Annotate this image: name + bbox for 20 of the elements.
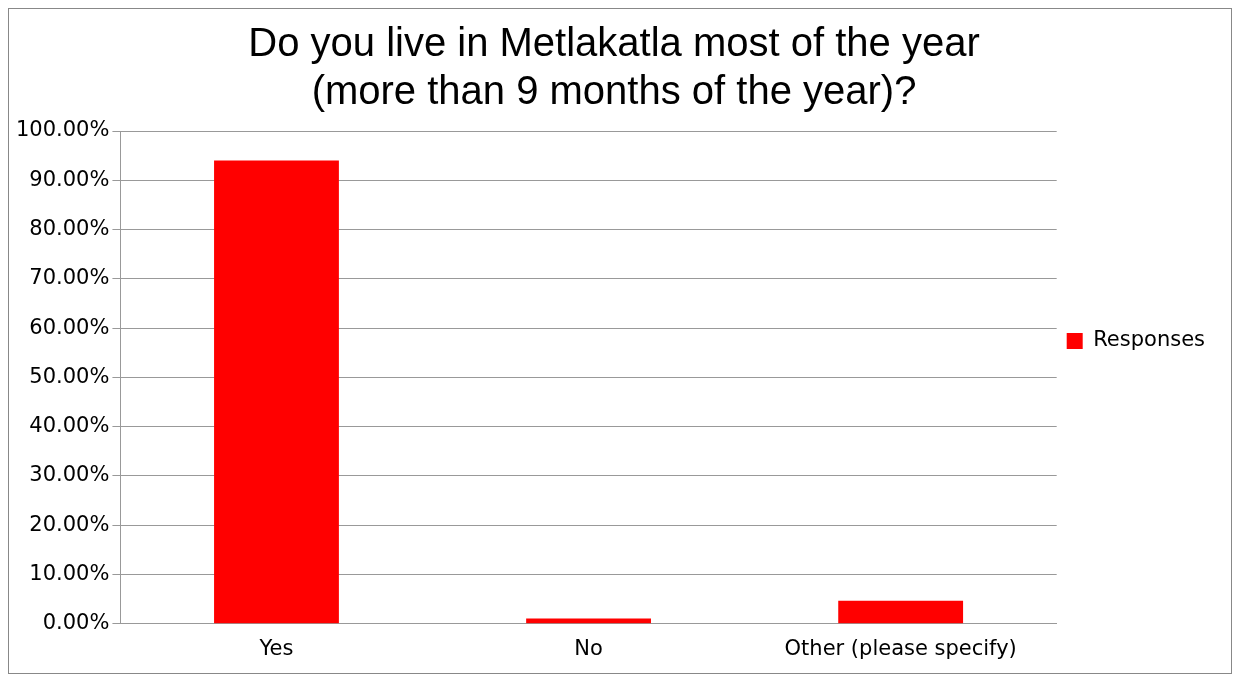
y-tick-label: 70.00%	[29, 265, 110, 290]
text: Do you live in Metlakatla most of the year	[248, 20, 980, 65]
text: (more than 9 months of the year)?	[311, 68, 917, 113]
bar	[526, 618, 651, 624]
y-tick-label: 10.00%	[29, 560, 110, 585]
x-tick-label: Other (please specify)	[784, 635, 1017, 660]
y-tick-label: 90.00%	[29, 166, 110, 191]
y-tick-label: 80.00%	[29, 216, 110, 241]
y-tick-label: 20.00%	[29, 511, 110, 536]
bar	[838, 600, 964, 624]
y-tick-label: 60.00%	[29, 314, 110, 339]
y-tick-label: 40.00%	[29, 413, 110, 438]
bar	[214, 160, 339, 624]
y-tick-label: 100.00%	[16, 117, 110, 142]
y-tick-label: 0.00%	[42, 610, 110, 635]
y-tick-label: 50.00%	[29, 363, 110, 388]
x-tick-label: Yes	[258, 635, 294, 660]
x-tick-label: No	[574, 635, 603, 660]
legend-label: Responses	[1093, 327, 1206, 352]
y-tick-label: 30.00%	[29, 462, 110, 487]
